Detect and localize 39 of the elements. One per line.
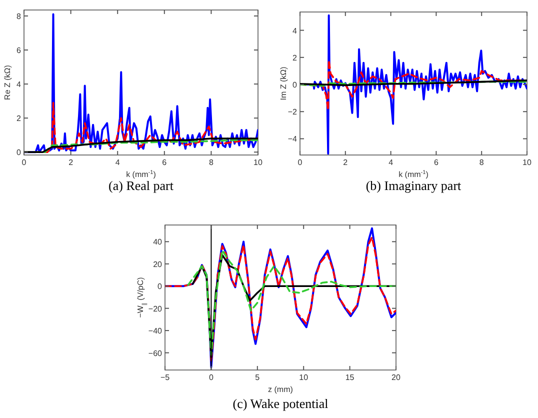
x-tick-label: 2: [68, 158, 74, 167]
y-tick-label: −4: [288, 134, 298, 144]
x-axis-title: k (mm$^{-1}$): [398, 170, 429, 179]
x-tick-label: 0: [208, 373, 214, 382]
y-tick-label: 6: [16, 46, 22, 55]
x-tick-label: 10: [522, 158, 532, 167]
y-tick-label: 0: [16, 148, 22, 158]
x-tick-label: −5: [160, 373, 170, 382]
x-tick-label: 10: [299, 373, 309, 382]
y-axis-title: Re Z (kΩ): [3, 64, 12, 100]
x-axis-title: k (mm$^{-1}$): [126, 170, 156, 179]
y-axis-title: Im Z (kΩ): [279, 66, 288, 100]
y-tick-label: 20: [153, 260, 163, 269]
y-tick-label: 8: [16, 12, 22, 21]
text: (c) Wake potential: [232, 396, 329, 411]
x-tick-label: 2: [343, 158, 348, 167]
text: (a) Real part: [108, 178, 174, 193]
x-axis-title: z (mm): [268, 385, 294, 394]
text: (b) Imaginary part: [366, 178, 462, 193]
x-tick-label: 20: [392, 373, 401, 382]
x-tick-label: 6: [434, 158, 439, 167]
y-tick-label: 2: [16, 114, 22, 124]
y-tick-label: −20: [148, 304, 163, 314]
y-tick-label: 0: [292, 80, 298, 90]
x-tick-label: 8: [208, 158, 214, 167]
y-tick-label: −40: [148, 326, 163, 336]
x-tick-label: 5: [255, 373, 260, 382]
y-tick-label: −2: [288, 108, 298, 117]
x-tick-label: 15: [345, 373, 355, 382]
x-tick-label: 8: [479, 158, 484, 167]
y-tick-label: 2: [292, 53, 298, 62]
x-tick-label: 10: [254, 158, 263, 167]
y-tick-label: −60: [148, 348, 163, 358]
x-tick-label: 4: [115, 158, 120, 167]
x-tick-label: 4: [388, 158, 394, 167]
y-tick-label: 40: [153, 238, 163, 247]
y-tick-label: 4: [16, 80, 22, 90]
y-tick-label: 4: [292, 26, 298, 36]
y-tick-label: 0: [158, 282, 163, 292]
